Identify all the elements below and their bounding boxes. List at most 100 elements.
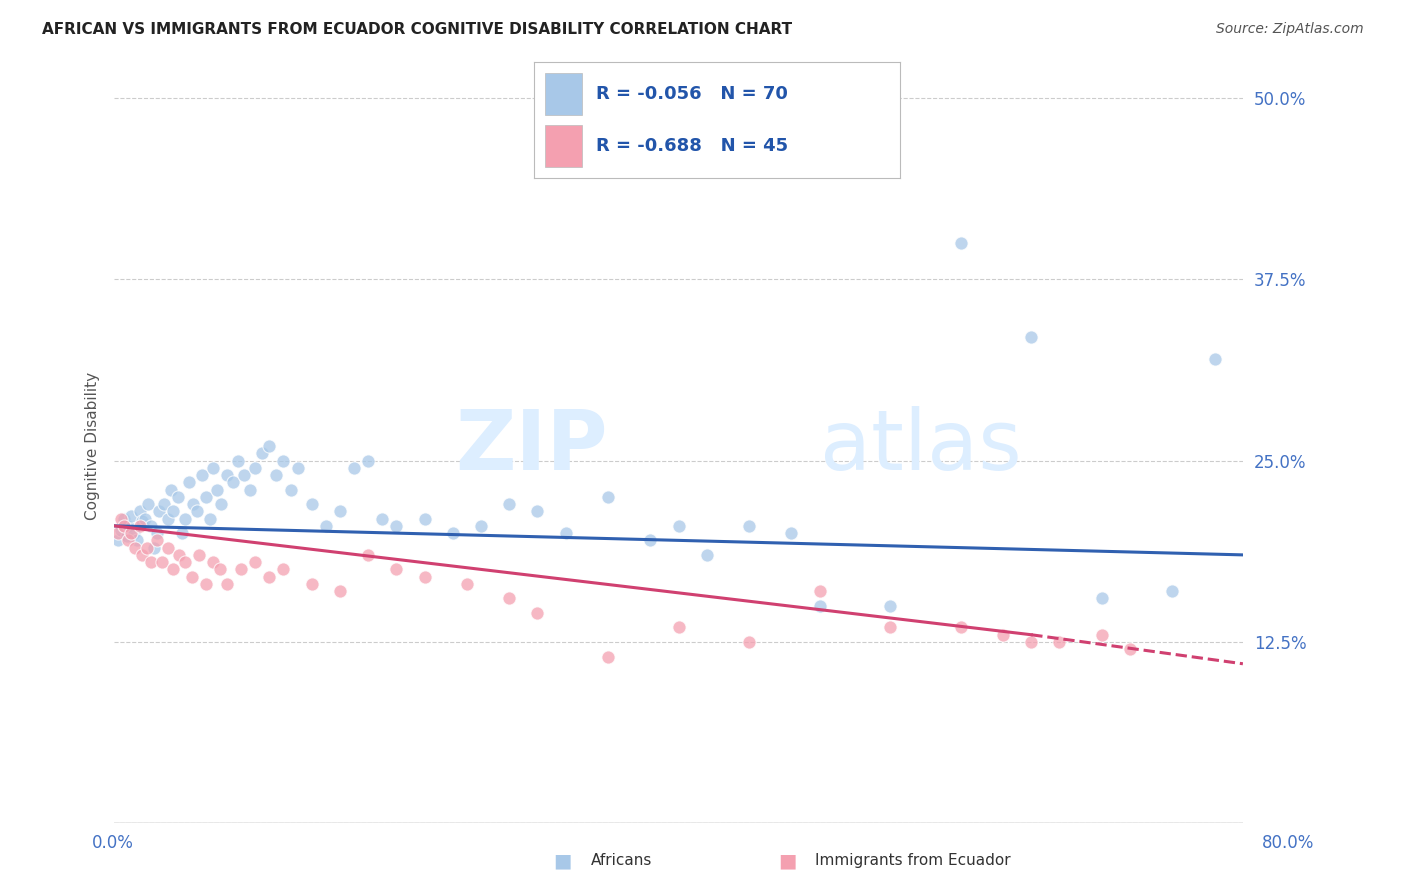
Point: [201, 555, 224, 569]
Point: [233, 468, 256, 483]
Point: [280, 483, 302, 497]
Point: [991, 628, 1014, 642]
Point: [194, 577, 217, 591]
Point: [301, 497, 323, 511]
Point: [596, 649, 619, 664]
Point: [879, 620, 901, 634]
Text: R = -0.688   N = 45: R = -0.688 N = 45: [596, 137, 789, 155]
Text: ZIP: ZIP: [456, 406, 607, 486]
Point: [181, 497, 204, 511]
Text: 80.0%: 80.0%: [1263, 834, 1315, 852]
Point: [357, 548, 380, 562]
Point: [173, 555, 195, 569]
Point: [640, 533, 662, 548]
Point: [128, 504, 150, 518]
Point: [273, 453, 295, 467]
Point: [245, 555, 267, 569]
Point: [131, 515, 153, 529]
Point: [167, 548, 190, 562]
Point: [301, 577, 323, 591]
Point: [107, 526, 129, 541]
Point: [1019, 330, 1042, 344]
Point: [170, 526, 193, 541]
Point: [949, 620, 972, 634]
Point: [498, 497, 520, 511]
Point: [156, 541, 179, 555]
Point: [329, 504, 352, 518]
Text: ■: ■: [553, 851, 572, 871]
Point: [142, 541, 165, 555]
Point: [245, 460, 267, 475]
Text: atlas: atlas: [820, 406, 1021, 486]
Point: [208, 562, 231, 576]
Point: [125, 533, 148, 548]
Point: [470, 519, 492, 533]
Bar: [546, 73, 582, 114]
Point: [150, 555, 173, 569]
Text: Africans: Africans: [591, 854, 652, 868]
Y-axis label: Cognitive Disability: Cognitive Disability: [86, 372, 100, 520]
Point: [145, 533, 167, 548]
Point: [115, 529, 138, 543]
Point: [780, 526, 803, 541]
Point: [205, 483, 228, 497]
Point: [173, 511, 195, 525]
Point: [596, 490, 619, 504]
Point: [124, 541, 146, 555]
Point: [413, 569, 436, 583]
Point: [808, 599, 831, 613]
Point: [1019, 635, 1042, 649]
Point: [194, 490, 217, 504]
Point: [231, 562, 253, 576]
Point: [371, 511, 394, 525]
Point: [112, 511, 135, 525]
Point: [1049, 635, 1071, 649]
Text: Immigrants from Ecuador: Immigrants from Ecuador: [815, 854, 1011, 868]
Point: [252, 446, 274, 460]
Point: [554, 526, 576, 541]
Text: ■: ■: [778, 851, 797, 871]
Point: [117, 533, 139, 548]
Point: [166, 490, 188, 504]
Point: [1204, 351, 1226, 366]
Point: [180, 569, 202, 583]
Point: [456, 577, 478, 591]
Point: [128, 519, 150, 533]
Point: [177, 475, 200, 490]
Point: [152, 497, 174, 511]
Point: [120, 508, 142, 523]
Point: [273, 562, 295, 576]
Point: [131, 548, 153, 562]
Point: [738, 635, 761, 649]
Point: [357, 453, 380, 467]
Point: [156, 511, 179, 525]
Point: [139, 519, 162, 533]
Point: [259, 439, 281, 453]
Point: [808, 584, 831, 599]
Point: [696, 548, 718, 562]
Point: [526, 606, 548, 620]
Point: [134, 511, 156, 525]
Point: [949, 235, 972, 250]
Point: [215, 577, 238, 591]
Point: [162, 562, 184, 576]
Point: [668, 519, 690, 533]
Point: [198, 511, 221, 525]
Point: [413, 511, 436, 525]
Point: [1119, 642, 1142, 657]
Point: [668, 620, 690, 634]
Point: [110, 511, 132, 525]
Point: [215, 468, 238, 483]
Point: [1091, 628, 1114, 642]
Point: [315, 519, 337, 533]
Point: [159, 483, 181, 497]
Point: [201, 460, 224, 475]
Text: 0.0%: 0.0%: [91, 834, 134, 852]
Text: Source: ZipAtlas.com: Source: ZipAtlas.com: [1216, 22, 1364, 37]
Point: [526, 504, 548, 518]
Point: [117, 519, 139, 533]
Point: [239, 483, 262, 497]
Point: [209, 497, 232, 511]
Point: [385, 562, 408, 576]
Point: [136, 497, 159, 511]
